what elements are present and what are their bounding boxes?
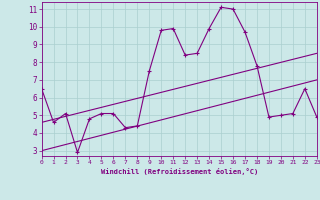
X-axis label: Windchill (Refroidissement éolien,°C): Windchill (Refroidissement éolien,°C) <box>100 168 258 175</box>
